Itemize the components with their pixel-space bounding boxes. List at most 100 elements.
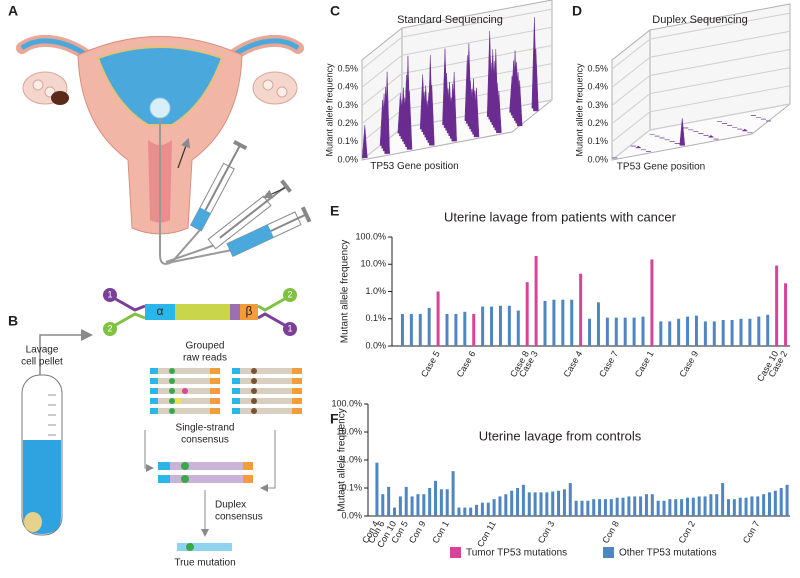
bar — [434, 480, 438, 516]
bar — [393, 507, 397, 516]
bar — [709, 494, 713, 516]
read-tag — [292, 388, 302, 394]
spike — [451, 71, 457, 142]
bar — [427, 307, 431, 346]
bar — [588, 318, 592, 346]
bar — [480, 502, 484, 516]
read-tag — [232, 398, 240, 404]
read — [150, 398, 220, 404]
bar — [785, 484, 789, 516]
bar — [650, 259, 654, 346]
bar — [521, 484, 525, 516]
bar — [686, 316, 690, 346]
read-base — [251, 378, 257, 384]
panel-label: F — [330, 411, 339, 427]
bar — [498, 496, 502, 516]
step-label: True mutation — [174, 558, 235, 569]
read-tag — [210, 388, 220, 394]
bar — [398, 496, 402, 516]
read-tag — [150, 388, 158, 394]
grid-line — [611, 85, 791, 143]
bar — [668, 499, 672, 516]
read — [150, 408, 220, 414]
panel-label: D — [572, 3, 582, 19]
alpha-label: α — [157, 304, 164, 318]
grid-line — [361, 8, 553, 70]
adapter-tag: 1 — [287, 323, 292, 333]
spike — [533, 49, 539, 112]
read — [232, 378, 302, 384]
bar — [561, 299, 565, 346]
bar — [721, 319, 725, 346]
bar — [730, 319, 734, 346]
bar — [409, 313, 413, 346]
bar — [659, 321, 663, 346]
bar — [486, 502, 490, 516]
x-tick-label: Con 2 — [676, 519, 697, 545]
bar — [756, 496, 760, 516]
bar — [454, 313, 458, 346]
read — [232, 368, 302, 374]
bar — [632, 317, 636, 346]
bar — [721, 483, 725, 516]
y-tick-label: 0.3% — [587, 100, 608, 110]
bar — [445, 313, 449, 346]
read-base — [169, 368, 175, 374]
bar — [726, 499, 730, 516]
beta-label: β — [246, 304, 253, 318]
bar — [516, 488, 520, 516]
bar — [381, 494, 385, 516]
bar — [639, 496, 643, 516]
bar — [428, 488, 432, 516]
x-tick-label: Case 6 — [455, 349, 478, 379]
bar — [744, 497, 748, 516]
bar — [621, 497, 625, 516]
bar — [773, 490, 777, 516]
x-tick-label: Case 4 — [561, 349, 584, 379]
y-tick-label: 100.0% — [331, 398, 362, 408]
grid-line — [361, 44, 553, 106]
read-tag — [292, 368, 302, 374]
spike — [496, 90, 502, 133]
bar — [422, 494, 426, 516]
read-tag — [232, 368, 240, 374]
bar — [766, 314, 770, 346]
spike — [406, 91, 413, 150]
y-axis-label: Mutant allele frequency — [574, 63, 584, 157]
bar — [598, 499, 602, 516]
bar — [674, 499, 678, 516]
x-tick-label: Con 3 — [536, 519, 557, 545]
bar — [715, 494, 719, 516]
read-base — [169, 388, 175, 394]
bar — [677, 318, 681, 346]
y-tick-label: 0.1% — [341, 482, 362, 492]
adapter-tag: 2 — [107, 323, 112, 333]
y-tick-label: 0.2% — [337, 118, 358, 128]
y-tick-label: 0.2% — [587, 118, 608, 128]
bar — [490, 306, 494, 346]
bar — [757, 316, 761, 346]
bar — [416, 494, 420, 516]
bar — [375, 462, 379, 516]
bar — [605, 317, 609, 346]
read — [150, 378, 220, 384]
bar — [609, 499, 613, 516]
lavage-label: Lavage — [26, 345, 59, 356]
read-tag — [232, 408, 240, 414]
bar — [404, 486, 408, 516]
step-label: Single-strand — [176, 423, 235, 434]
panel-label: E — [330, 203, 339, 219]
y-tick-label: 0.0% — [365, 340, 386, 350]
x-tick-label: Case 5 — [419, 349, 442, 379]
bar — [580, 500, 584, 516]
x-tick-label: Con 11 — [475, 519, 498, 549]
bar — [498, 305, 502, 346]
read-tag — [150, 408, 158, 414]
y-tick-label: 0.1% — [365, 313, 386, 323]
read-base — [251, 398, 257, 404]
y-tick-label: 0.3% — [337, 100, 358, 110]
step-label: consensus — [181, 435, 229, 446]
bar — [592, 499, 596, 516]
read-base — [251, 408, 257, 414]
